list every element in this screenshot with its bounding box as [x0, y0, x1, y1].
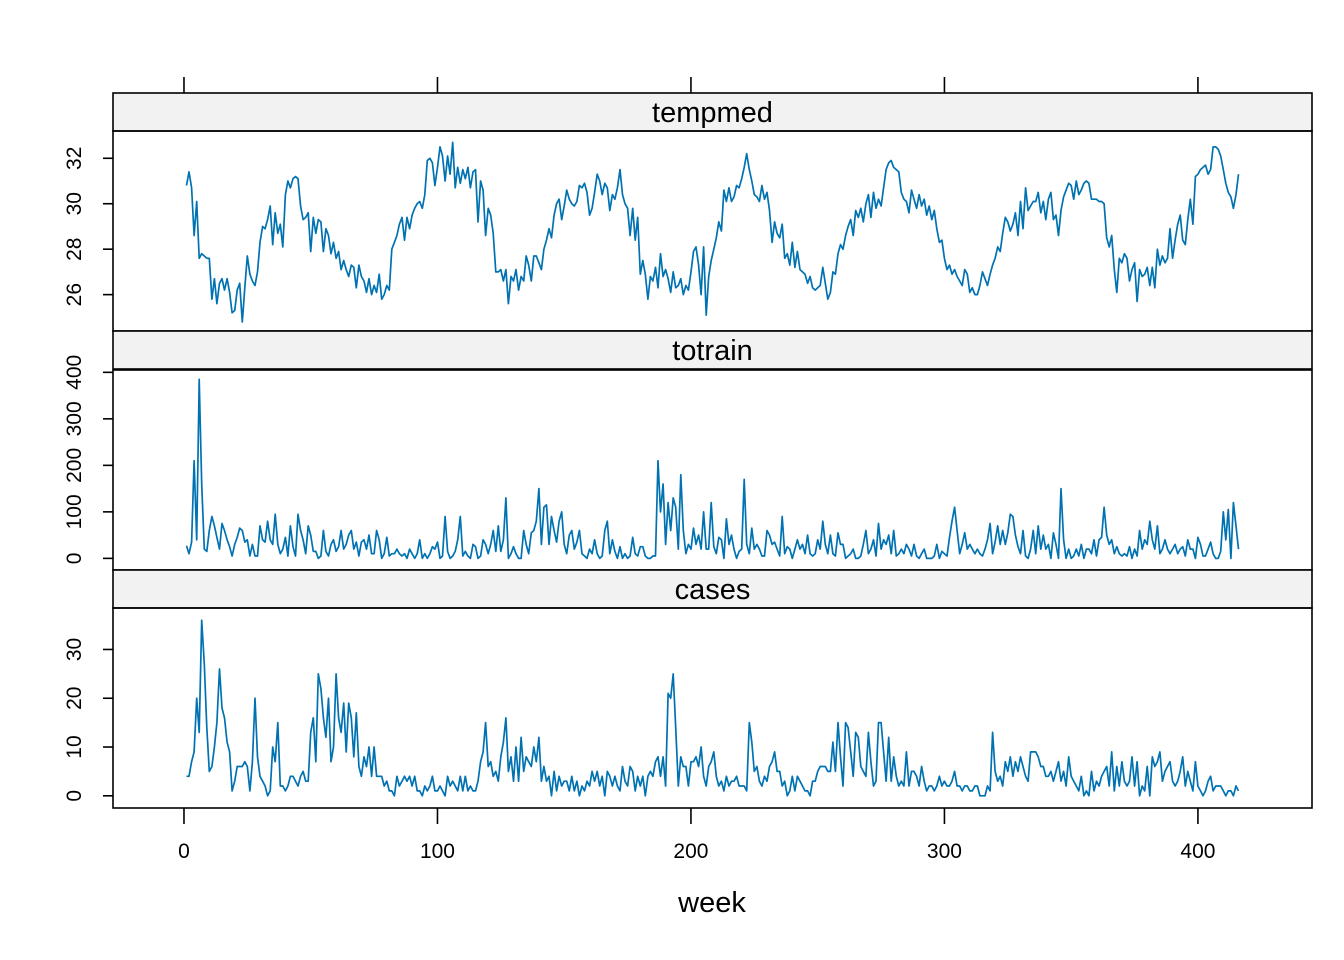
- strip-label-totrain: totrain: [672, 335, 753, 367]
- y-tick-label-cases: 20: [63, 687, 86, 710]
- panel-cases: cases 0 10 20 30: [63, 569, 1313, 809]
- y-tick-label-tempmed: 28: [63, 238, 86, 261]
- y-tick-label-totrain: 200: [63, 448, 86, 483]
- y-tick-label-totrain: 100: [63, 494, 86, 529]
- y-tick-label-cases: 10: [63, 735, 86, 758]
- strip-label-tempmed: tempmed: [652, 97, 773, 129]
- y-tick-label-totrain: 400: [63, 355, 86, 390]
- y-tick-label-tempmed: 26: [63, 283, 86, 306]
- bottom-x-axis: 0 100 200 300 400: [178, 808, 1215, 863]
- panel-tempmed: tempmed 26 28 30 32: [63, 92, 1313, 332]
- series-line-totrain: [185, 378, 1240, 560]
- y-tick-label-cases: 30: [63, 638, 86, 661]
- plot-frame-cases: [112, 607, 1313, 809]
- series-line-tempmed: [185, 141, 1240, 323]
- y-tick-label-cases: 0: [63, 790, 86, 802]
- x-tick-label: 400: [1180, 840, 1215, 863]
- x-tick-label: 0: [178, 840, 190, 863]
- x-tick-label: 100: [420, 840, 455, 863]
- plot-frame-tempmed: [112, 130, 1313, 332]
- x-tick-label: 300: [927, 840, 962, 863]
- series-line-cases: [186, 619, 1240, 797]
- panels-group: tempmed26283032totrain0100200300400cases…: [63, 92, 1313, 809]
- strip-label-cases: cases: [675, 574, 751, 606]
- x-tick-label: 200: [673, 840, 708, 863]
- panel-totrain: totrain 0 100 200 300 400: [63, 330, 1313, 571]
- strip-cases: [112, 569, 1313, 609]
- top-x-axis: [183, 77, 1199, 93]
- y-tick-label-totrain: 0: [63, 553, 86, 565]
- y-tick-label-totrain: 300: [63, 401, 86, 436]
- x-axis-title: week: [677, 887, 746, 919]
- y-tick-label-tempmed: 30: [63, 192, 86, 215]
- y-tick-label-tempmed: 32: [63, 147, 86, 170]
- strip-totrain: [112, 330, 1313, 370]
- strip-tempmed: [112, 92, 1313, 132]
